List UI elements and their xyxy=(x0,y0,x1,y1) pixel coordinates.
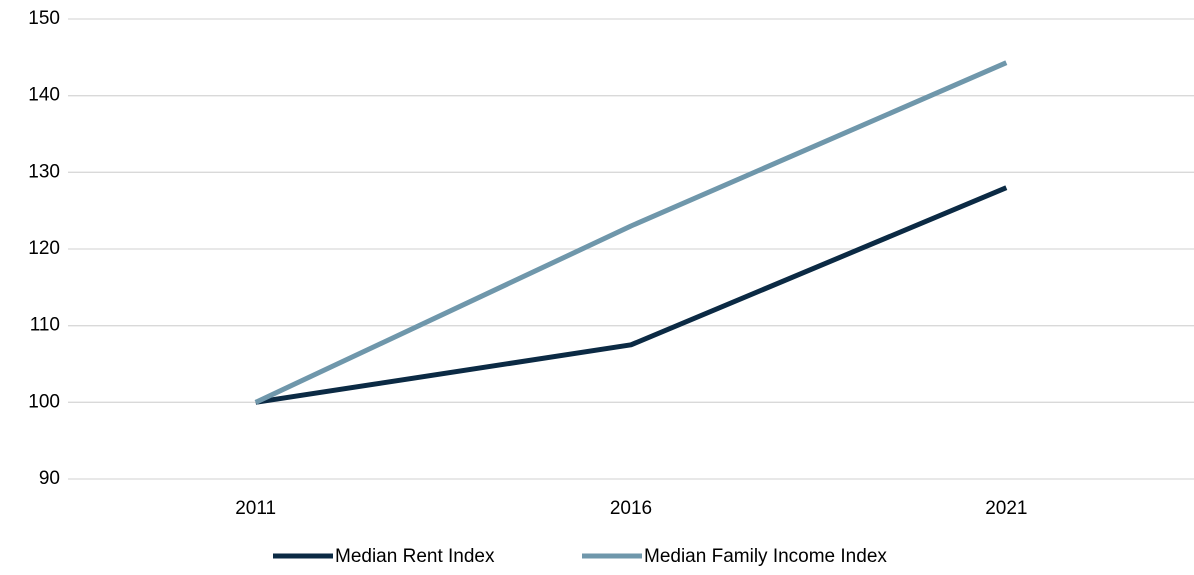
x-tick-label: 2011 xyxy=(235,498,276,519)
x-tick-label: 2021 xyxy=(985,498,1027,519)
series-line xyxy=(254,60,1008,405)
y-tick-label: 100 xyxy=(28,391,60,412)
y-tick-label: 140 xyxy=(28,85,60,106)
y-tick-label: 120 xyxy=(28,238,60,259)
y-tick-label: 110 xyxy=(30,315,60,336)
series-line xyxy=(255,185,1008,405)
y-tick-label: 90 xyxy=(39,468,60,489)
x-tick-label: 2016 xyxy=(610,498,652,519)
y-tick-label: 150 xyxy=(28,8,60,29)
legend-label: Median Rent Index xyxy=(335,546,495,567)
y-tick-label: 130 xyxy=(28,161,60,182)
legend-label: Median Family Income Index xyxy=(644,546,887,567)
